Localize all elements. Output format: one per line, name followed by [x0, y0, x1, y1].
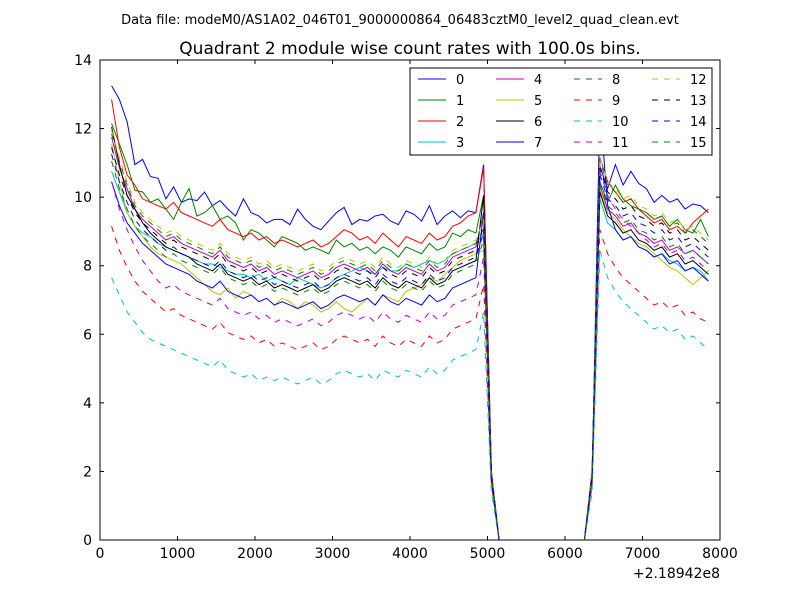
- legend-frame: [409, 67, 713, 156]
- x-tick-label: 5000: [470, 546, 506, 562]
- series-line-4: [111, 136, 709, 541]
- y-tick-label: 4: [83, 396, 92, 412]
- y-tick-label: 6: [83, 327, 92, 343]
- x-tick-label: 0: [96, 546, 105, 562]
- x-offset-label: +2.18942e8: [633, 566, 720, 582]
- legend-label-6: 6: [534, 115, 542, 130]
- legend-label-10: 10: [612, 115, 629, 130]
- series-line-12: [111, 130, 709, 541]
- legend-label-5: 5: [534, 94, 542, 109]
- x-tick-label: 6000: [547, 546, 583, 562]
- x-tick-label: 2000: [237, 546, 273, 562]
- y-tick-label: 12: [74, 122, 92, 138]
- series-line-6: [111, 126, 709, 541]
- y-tick-label: 2: [83, 464, 92, 480]
- y-tick-label: 14: [74, 53, 92, 69]
- legend-label-2: 2: [456, 115, 464, 130]
- y-tick-label: 0: [83, 533, 92, 549]
- legend-label-13: 13: [690, 94, 707, 109]
- series-line-1: [111, 123, 709, 541]
- x-tick-label: 7000: [625, 546, 661, 562]
- legend-label-4: 4: [534, 73, 542, 88]
- series-line-0: [111, 85, 709, 541]
- x-tick-label: 3000: [315, 546, 351, 562]
- series-layer: [111, 85, 709, 541]
- y-tick-label: 8: [83, 259, 92, 275]
- legend-label-15: 15: [690, 136, 707, 151]
- series-line-8: [111, 133, 709, 541]
- series-line-13: [111, 147, 709, 541]
- legend-label-12: 12: [690, 73, 707, 88]
- legend-label-7: 7: [534, 136, 542, 151]
- legend-label-1: 1: [456, 94, 464, 109]
- series-line-10: [111, 250, 709, 541]
- legend-label-0: 0: [456, 73, 464, 88]
- legend-label-11: 11: [612, 136, 629, 151]
- x-tick-label: 4000: [392, 546, 428, 562]
- legend-label-14: 14: [690, 115, 707, 130]
- chart-suptitle: Data file: modeM0/AS1A02_046T01_90000008…: [121, 13, 679, 28]
- x-tick-label: 8000: [702, 546, 738, 562]
- chart-title: Quadrant 2 module wise count rates with …: [179, 39, 640, 59]
- series-line-7: [111, 106, 709, 541]
- legend-label-9: 9: [612, 94, 620, 109]
- series-line-11: [111, 171, 709, 541]
- legend-label-8: 8: [612, 73, 620, 88]
- legend-label-3: 3: [456, 136, 464, 151]
- y-tick-label: 10: [74, 190, 92, 206]
- tick-layer: 0 1000 2000 3000 4000 5000 6000 7000 80000246810…: [74, 53, 738, 562]
- x-tick-label: 1000: [160, 546, 196, 562]
